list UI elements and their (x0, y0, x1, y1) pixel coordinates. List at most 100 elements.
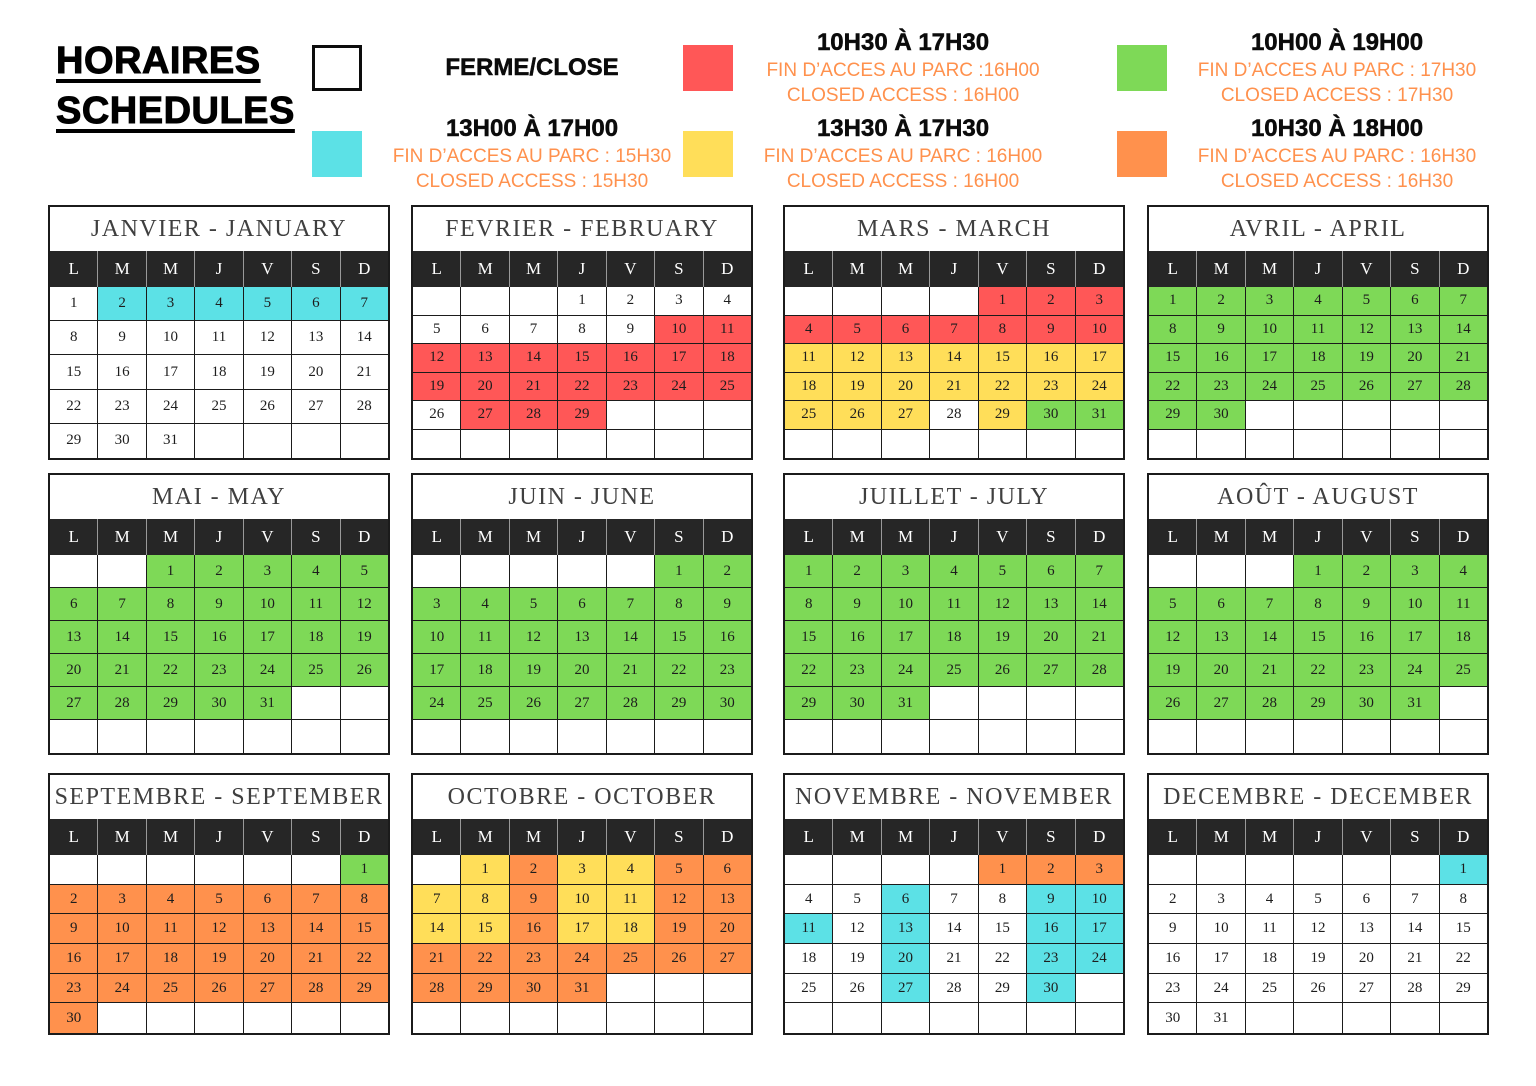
day-cell: 20 (558, 654, 607, 687)
day-cell: 30 (509, 973, 559, 1004)
month-calendar-3: MARS - MARCH L M M J V S D 1 2 3 4 5 6 7 8 9 10 11 12 13 14 15… (783, 205, 1125, 460)
day-cell (703, 973, 751, 1004)
day-cell: 25 (1439, 654, 1487, 687)
day-cell: 26 (833, 973, 882, 1004)
day-cell (1197, 555, 1246, 588)
weekday-label: L (68, 827, 79, 846)
day-cell: 21 (1245, 654, 1295, 687)
week-row (413, 720, 751, 753)
day-cell: 7 (606, 588, 656, 621)
day-cell: 9 (1149, 914, 1198, 945)
day-cell: 22 (978, 944, 1028, 974)
day-cell (1197, 855, 1246, 885)
week-row: 11 12 13 14 15 16 17 (785, 344, 1123, 373)
day-cell: 1 (1149, 287, 1198, 316)
day-cell: 14 (340, 321, 388, 356)
day-cell: 21 (930, 372, 979, 401)
day-cell: 6 (50, 588, 99, 621)
weekday-label: M (508, 519, 557, 555)
weekday-label: J (929, 519, 977, 555)
day-cell (1439, 720, 1487, 753)
legend-entry-green: 10H00 À 19H00 FIN D’ACCES AU PARC : 17H30… (1117, 24, 1485, 112)
day-cell: 29 (1294, 687, 1343, 720)
day-cell: 8 (1294, 588, 1343, 621)
day-cell (655, 1003, 704, 1034)
day-cell: 20 (1197, 654, 1246, 687)
day-cell: 18 (606, 914, 656, 945)
month-grid: 1 2 3 4 5 6 7 8 9 10 11 12 13 14 15 16 17 18 19 20 21 22 23 24 2… (1149, 287, 1487, 458)
day-cell: 29 (655, 687, 704, 720)
day-cell: 2 (1027, 855, 1076, 885)
day-cell (413, 555, 462, 588)
day-cell: 24 (98, 973, 147, 1004)
day-cell: 1 (461, 855, 510, 885)
day-cell: 14 (930, 344, 979, 373)
day-cell: 17 (1245, 344, 1295, 373)
weekday-label: M (145, 519, 194, 555)
day-cell (50, 855, 99, 885)
day-cell: 11 (146, 914, 196, 945)
month-title: MAI - MAY (152, 483, 286, 510)
day-cell (98, 720, 147, 753)
day-cell: 7 (1439, 287, 1487, 316)
weekday-label: S (654, 251, 702, 287)
legend-text-green: 10H00 À 19H00 FIN D’ACCES AU PARC : 17H30… (1189, 29, 1485, 107)
day-cell: 10 (1197, 914, 1246, 945)
month-grid: 1 2 3 4 5 6 7 8 9 10 11 12 13 14 15 16 17 18 19 20 21 22 23 24 2… (785, 287, 1123, 458)
day-cell: 23 (1027, 372, 1076, 401)
day-cell: 15 (340, 914, 388, 945)
day-cell (195, 855, 244, 885)
day-cell (1391, 855, 1440, 885)
weekday-label: L (1167, 259, 1178, 278)
day-cell: 2 (1197, 287, 1246, 316)
day-cell: 27 (1342, 973, 1392, 1004)
day-cell (50, 555, 99, 588)
day-cell: 16 (98, 355, 147, 390)
weekday-label: L (431, 827, 442, 846)
day-cell: 5 (1294, 884, 1343, 915)
day-cell: 7 (1391, 884, 1440, 915)
day-cell (1197, 429, 1246, 458)
weekday-label: V (977, 519, 1026, 555)
day-cell (833, 287, 882, 316)
legend-text-red: 10H30 À 17H30 FIN D’ACCES AU PARC :16H00 C… (755, 29, 1051, 107)
day-cell: 20 (881, 372, 931, 401)
day-cell: 2 (606, 287, 656, 316)
day-cell (1294, 401, 1343, 430)
day-cell: 10 (1075, 884, 1123, 915)
week-row: 20 21 22 23 24 25 26 (50, 654, 388, 687)
day-cell: 12 (340, 588, 388, 621)
day-cell: 24 (1197, 973, 1246, 1004)
legend-swatch-yellow (683, 131, 733, 177)
day-cell (340, 687, 388, 720)
month-title: NOVEMBRE - NOVEMBER (795, 783, 1113, 810)
day-cell: 10 (558, 884, 607, 915)
day-cell (833, 1003, 882, 1034)
day-cell: 25 (1245, 973, 1295, 1004)
day-cell (1197, 720, 1246, 753)
day-cell (1391, 1003, 1440, 1034)
week-row: 10 11 12 13 14 15 16 (413, 621, 751, 654)
legend-subline-cyan-1: FIN D’ACCES AU PARC : 15H30 (392, 146, 672, 167)
day-cell: 13 (703, 884, 751, 915)
weekday-label: M (1244, 819, 1293, 855)
day-cell: 28 (930, 973, 979, 1004)
weekday-label: M (880, 819, 929, 855)
day-cell: 24 (558, 944, 607, 974)
day-cell: 9 (833, 588, 882, 621)
day-cell: 18 (930, 621, 979, 654)
day-cell: 9 (98, 321, 147, 356)
day-cell: 7 (413, 884, 462, 915)
day-cell (1391, 429, 1440, 458)
day-cell: 9 (1342, 588, 1392, 621)
day-cell: 9 (606, 315, 656, 344)
weekday-label: S (291, 251, 339, 287)
day-cell: 7 (1075, 555, 1123, 588)
week-row (785, 720, 1123, 753)
day-cell: 2 (98, 287, 147, 322)
legend-subline-red-2: CLOSED ACCESS : 16H00 (786, 85, 1020, 106)
